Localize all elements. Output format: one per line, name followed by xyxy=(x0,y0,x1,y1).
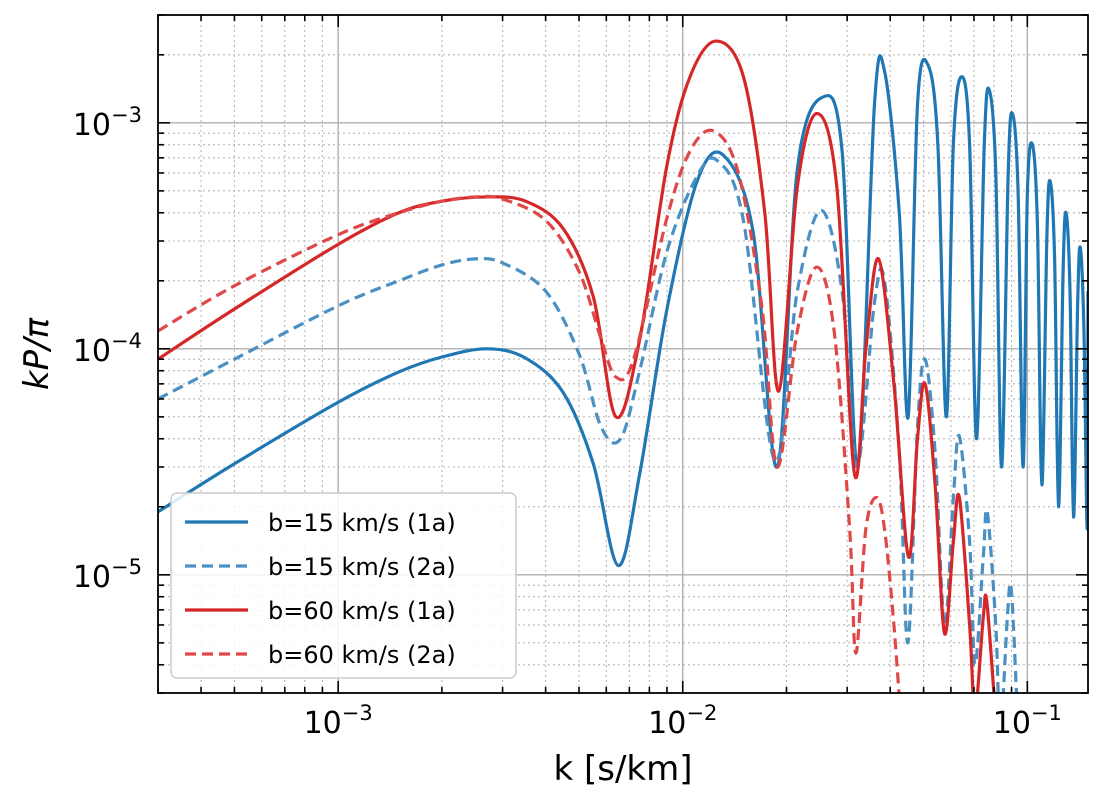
y-tick-label: 10−4 xyxy=(73,329,142,369)
x-tick-label: 10−1 xyxy=(993,701,1062,741)
series-line-3 xyxy=(158,39,996,693)
plot-frame xyxy=(157,14,1089,694)
y-tick-label: 10−3 xyxy=(73,103,142,143)
legend-label: b=60 km/s (1a) xyxy=(268,597,456,625)
legend-box xyxy=(170,492,517,679)
y-axis-label: kP/π xyxy=(17,317,57,390)
x-tick-label: 10−3 xyxy=(304,701,373,741)
series-line-1 xyxy=(158,54,1088,568)
ticks xyxy=(157,14,1088,694)
tick-labels: 10−3 10−2 10−1 10−5 10−4 10−3 xyxy=(73,103,1062,741)
legend: b=15 km/s (1a) b=15 km/s (2a) b=60 km/s (1… xyxy=(170,492,517,679)
x-tick-label: 10−2 xyxy=(648,701,717,741)
series-group xyxy=(158,39,1088,693)
y-tick-label: 10−5 xyxy=(73,555,142,595)
x-axis-label: k [s/km] xyxy=(553,749,692,789)
series-line-4 xyxy=(158,128,901,693)
legend-label: b=60 km/s (2a) xyxy=(268,641,456,669)
legend-label: b=15 km/s (1a) xyxy=(268,509,456,537)
legend-label: b=15 km/s (2a) xyxy=(268,553,456,581)
series-line-2 xyxy=(158,156,1019,693)
